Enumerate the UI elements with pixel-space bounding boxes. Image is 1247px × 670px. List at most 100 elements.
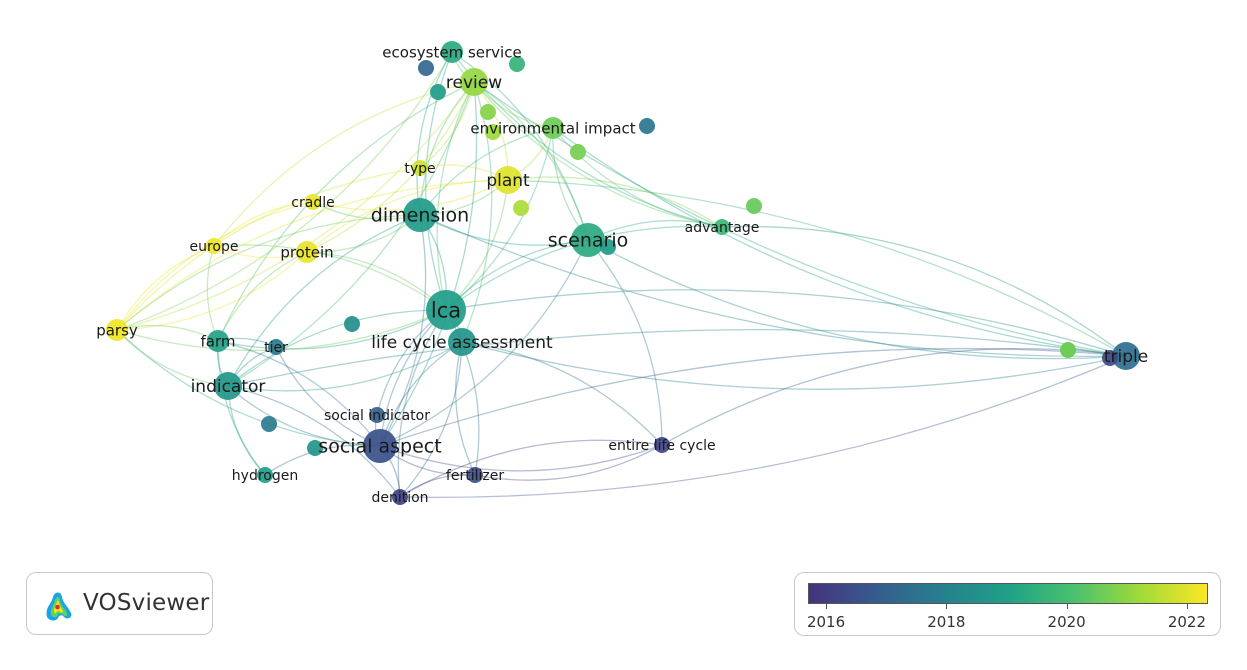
edge xyxy=(116,251,308,331)
node-tier[interactable] xyxy=(268,339,284,355)
edge xyxy=(213,201,314,247)
node-life-cycle-assessment[interactable] xyxy=(448,328,476,356)
label-parsy[interactable]: parsy xyxy=(96,321,138,339)
label-fertilizer[interactable]: fertilizer xyxy=(446,468,504,484)
edge xyxy=(445,289,1127,357)
edge xyxy=(116,329,229,387)
label-farm[interactable]: farm xyxy=(201,332,236,350)
node-n-b[interactable] xyxy=(509,56,525,72)
label-indicator[interactable]: indicator xyxy=(191,377,266,397)
legend-tick-label: 2018 xyxy=(927,613,966,631)
node-n-l[interactable] xyxy=(639,118,655,134)
edge xyxy=(379,239,589,447)
edge xyxy=(116,51,453,331)
node-lca[interactable] xyxy=(426,290,466,330)
edge xyxy=(397,309,447,498)
node-n-a[interactable] xyxy=(418,60,434,76)
node-social-aspect[interactable] xyxy=(363,429,397,463)
node-parsy[interactable] xyxy=(106,319,128,341)
edge xyxy=(217,340,381,447)
label-scenario[interactable]: scenario xyxy=(548,230,628,252)
node-n-j[interactable] xyxy=(307,440,323,456)
label-entire-life-cycle[interactable]: entire life cycle xyxy=(608,438,715,454)
label-tier[interactable]: tier xyxy=(264,340,288,356)
node-ecosystem-service[interactable] xyxy=(441,41,463,63)
edge xyxy=(461,341,1127,390)
node-advantage[interactable] xyxy=(714,219,730,235)
edge xyxy=(379,444,663,472)
label-hydrogen[interactable]: hydrogen xyxy=(232,468,298,484)
label-europe[interactable]: europe xyxy=(190,239,239,255)
label-plant[interactable]: plant xyxy=(486,171,530,191)
edge xyxy=(227,385,266,476)
node-farm[interactable] xyxy=(207,330,229,352)
color-scale-bar xyxy=(808,583,1208,604)
edge xyxy=(116,214,421,331)
legend-tick-label: 2020 xyxy=(1047,613,1086,631)
node-minor[interactable] xyxy=(1060,342,1076,358)
label-life-cycle-assessment[interactable]: life cycle assessment xyxy=(371,333,553,353)
edge xyxy=(552,127,723,228)
label-dimension[interactable]: dimension xyxy=(371,205,469,227)
edge xyxy=(399,341,463,498)
node-triple[interactable] xyxy=(1112,342,1140,370)
label-denition[interactable]: denition xyxy=(371,490,428,506)
edge xyxy=(116,245,215,331)
node-scenario[interactable] xyxy=(571,223,605,257)
legend-tick xyxy=(1066,604,1068,609)
node-n-i[interactable] xyxy=(261,416,277,432)
edge xyxy=(227,214,421,387)
edge xyxy=(399,355,1127,499)
node-n-k[interactable] xyxy=(746,198,762,214)
edge xyxy=(116,81,475,331)
node-n-d[interactable] xyxy=(480,104,496,120)
node-type[interactable] xyxy=(412,160,428,176)
edge xyxy=(306,179,509,253)
node-n-h[interactable] xyxy=(344,316,360,332)
node-fertilizer[interactable] xyxy=(467,467,483,483)
label-type[interactable]: type xyxy=(404,161,435,177)
node-indicator[interactable] xyxy=(214,372,242,400)
label-ecosystem-service[interactable]: ecosystem service xyxy=(382,43,521,61)
node-protein[interactable] xyxy=(296,241,318,263)
edge xyxy=(419,81,475,216)
node-social-indicator[interactable] xyxy=(369,407,385,423)
edge xyxy=(587,239,663,446)
edge xyxy=(416,51,453,216)
node-denition[interactable] xyxy=(392,489,408,505)
node-entire-life-cycle[interactable] xyxy=(654,437,670,453)
node-n-n[interactable] xyxy=(1102,350,1118,366)
node-review[interactable] xyxy=(460,68,488,96)
legend-tick xyxy=(1186,604,1188,609)
edge xyxy=(379,81,478,447)
vosviewer-logo-icon xyxy=(46,592,72,621)
edge xyxy=(379,347,1127,447)
label-social-aspect[interactable]: social aspect xyxy=(318,436,441,458)
node-environmental-impact[interactable] xyxy=(542,117,564,139)
node-n-c[interactable] xyxy=(430,84,446,100)
node-hydrogen[interactable] xyxy=(257,467,273,483)
label-lca[interactable]: lca xyxy=(431,298,461,322)
node-plant[interactable] xyxy=(494,166,522,194)
label-triple[interactable]: triple xyxy=(1104,347,1148,367)
node-dimension[interactable] xyxy=(403,198,437,232)
node-europe[interactable] xyxy=(206,238,222,254)
edge xyxy=(455,341,476,476)
node-n-e[interactable] xyxy=(485,124,501,140)
label-social-indicator[interactable]: social indicator xyxy=(324,408,430,424)
node-n-m[interactable] xyxy=(600,239,616,255)
label-advantage[interactable]: advantage xyxy=(685,220,760,236)
network-labels: ecosystem service review environmental imp… xyxy=(96,43,1148,506)
edge xyxy=(721,225,1127,357)
node-n-f[interactable] xyxy=(570,144,586,160)
label-review[interactable]: review xyxy=(446,73,502,93)
node-cradle[interactable] xyxy=(305,194,321,210)
edge xyxy=(213,244,447,311)
edge xyxy=(306,81,475,253)
label-protein[interactable]: protein xyxy=(280,243,333,261)
label-environmental-impact[interactable]: environmental impact xyxy=(470,119,635,137)
node-n-g[interactable] xyxy=(513,200,529,216)
label-cradle[interactable]: cradle xyxy=(291,195,334,211)
edge xyxy=(217,309,447,350)
